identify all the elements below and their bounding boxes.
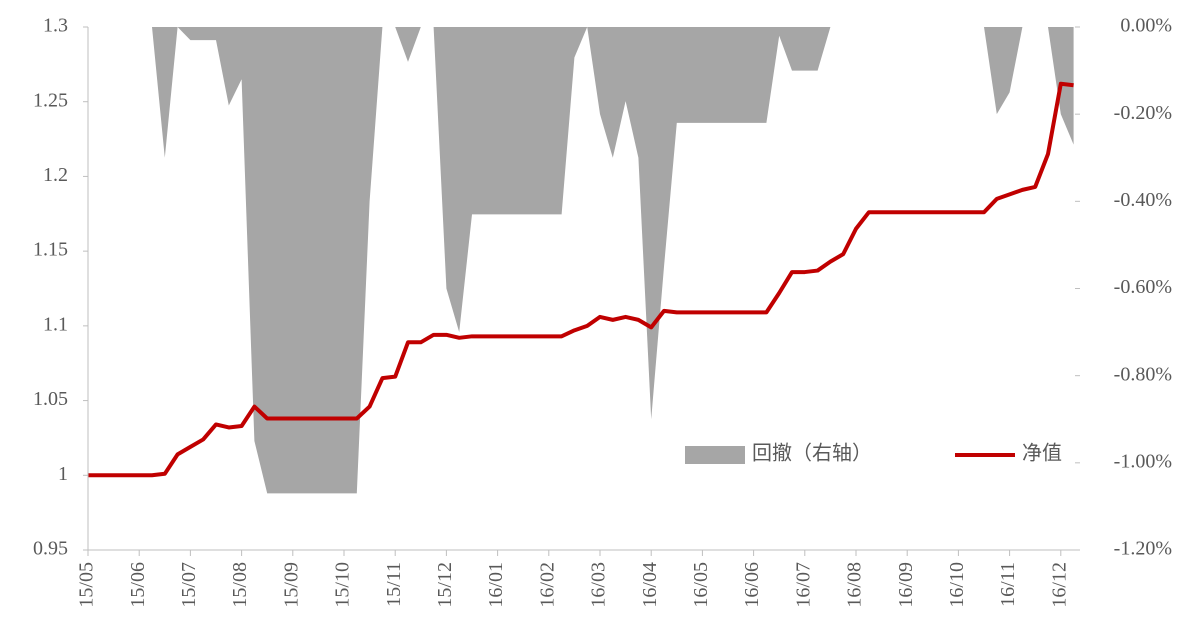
x-tick-label: 16/11 <box>997 562 1019 607</box>
y2-tick-label: -1.20% <box>1114 538 1172 560</box>
legend-label: 净值 <box>1022 442 1062 465</box>
x-tick-label: 16/06 <box>741 562 763 608</box>
x-tick-label: 16/09 <box>895 562 917 608</box>
x-tick-label: 16/07 <box>792 562 814 608</box>
legend-swatch <box>685 446 745 464</box>
y-tick-label: 1.2 <box>43 164 68 186</box>
x-tick-label: 16/05 <box>690 562 712 608</box>
x-tick-label: 15/10 <box>332 562 354 608</box>
y-tick-label: 1.15 <box>33 239 68 261</box>
x-tick-label: 16/01 <box>485 562 507 608</box>
y-tick-label: 1.25 <box>33 89 68 111</box>
y2-tick-label: -0.20% <box>1114 102 1172 124</box>
x-tick-label: 15/05 <box>76 562 98 608</box>
x-tick-label: 16/08 <box>844 562 866 608</box>
x-tick-label: 15/06 <box>127 562 149 608</box>
y2-tick-label: -0.40% <box>1114 189 1172 211</box>
drawdown-area <box>88 27 1074 494</box>
x-tick-label: 15/09 <box>280 562 302 608</box>
x-tick-label: 16/03 <box>588 562 610 608</box>
y2-tick-label: -0.80% <box>1114 363 1172 385</box>
x-tick-label: 16/02 <box>536 562 558 608</box>
y2-tick-label: 0.00% <box>1120 15 1172 37</box>
x-tick-label: 16/10 <box>946 562 968 608</box>
y2-tick-label: -1.00% <box>1114 450 1172 472</box>
y-tick-label: 0.95 <box>33 538 68 560</box>
y-tick-label: 1.1 <box>43 313 68 335</box>
y-tick-label: 1.3 <box>43 15 68 37</box>
y-tick-label: 1.05 <box>33 388 68 410</box>
x-tick-label: 16/12 <box>1048 562 1070 608</box>
y2-tick-label: -0.60% <box>1114 276 1172 298</box>
x-tick-label: 15/11 <box>383 562 405 607</box>
nav-line <box>88 81 1074 478</box>
x-tick-label: 15/12 <box>434 562 456 608</box>
x-tick-label: 15/08 <box>229 562 251 608</box>
x-tick-label: 16/04 <box>639 562 661 608</box>
x-tick-label: 15/07 <box>178 562 200 608</box>
legend-label: 回撤（右轴） <box>752 442 872 465</box>
y-tick-label: 1 <box>58 463 68 485</box>
